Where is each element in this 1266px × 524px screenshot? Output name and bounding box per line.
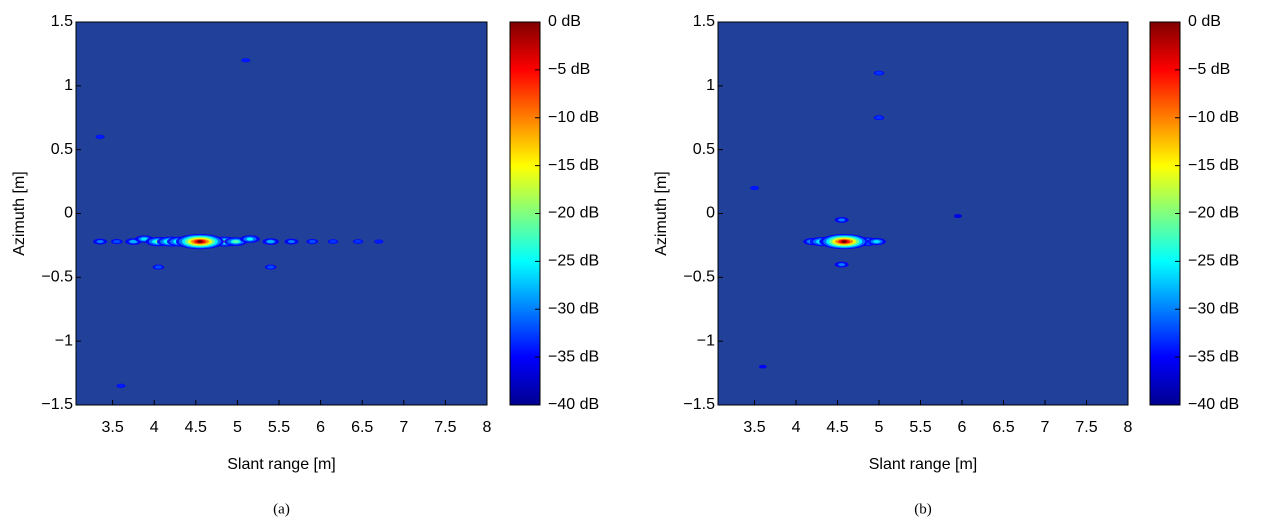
y-tick-label: 0	[706, 205, 715, 222]
x-tick-label: 5	[875, 419, 884, 436]
y-axis-label: Azimuth [m]	[11, 171, 28, 255]
x-axis-label: Slant range [m]	[869, 456, 978, 473]
spot	[329, 239, 337, 244]
colorbar-tick-label: −5 dB	[1188, 61, 1230, 78]
y-tick-label: 0.5	[693, 141, 715, 158]
colorbar-tick-label: −35 dB	[548, 348, 599, 365]
y-tick-label: 1	[64, 77, 73, 94]
x-tick-label: 5.5	[268, 419, 290, 436]
spot	[308, 240, 316, 244]
spot	[758, 364, 767, 369]
x-tick-label: 5	[233, 419, 242, 436]
spot	[267, 240, 275, 244]
x-tick-label: 4.5	[826, 419, 848, 436]
x-tick-label: 6.5	[351, 419, 373, 436]
y-axis-label: Azimuth [m]	[653, 171, 670, 255]
spot	[246, 237, 254, 241]
spot	[96, 135, 104, 139]
colorbar-tick-label: −10 dB	[1188, 109, 1239, 126]
x-tick-label: 7	[1041, 419, 1050, 436]
colorbar-tick-label: −30 dB	[548, 300, 599, 317]
caption: (a)	[273, 501, 290, 517]
y-tick-label: 0	[64, 205, 73, 222]
colorbar-tick-label: −40 dB	[548, 396, 599, 413]
spot	[375, 239, 383, 244]
colorbar-tick-label: 0 dB	[548, 13, 581, 30]
colorbar-tick-label: −40 dB	[1188, 396, 1239, 413]
spot	[873, 240, 880, 244]
spot	[875, 71, 883, 75]
spot	[838, 263, 846, 267]
y-tick-label: 1.5	[51, 13, 73, 30]
x-tick-label: 5.5	[909, 419, 931, 436]
x-tick-label: 7.5	[434, 419, 456, 436]
x-tick-label: 6	[958, 419, 967, 436]
x-tick-label: 3.5	[101, 419, 123, 436]
spot	[841, 240, 848, 244]
spot	[129, 240, 137, 244]
spot	[96, 240, 104, 244]
spot	[875, 116, 883, 120]
x-tick-label: 4	[150, 419, 159, 436]
colorbar-tick-label: −20 dB	[1188, 205, 1239, 222]
spot	[154, 265, 162, 269]
colorbar-tick-label: −35 dB	[1188, 348, 1239, 365]
colorbar-tick-label: −25 dB	[1188, 253, 1239, 270]
colorbar-tick-label: −15 dB	[1188, 157, 1239, 174]
x-tick-label: 4	[792, 419, 801, 436]
spot	[241, 58, 250, 63]
x-tick-label: 4.5	[185, 419, 207, 436]
spot	[267, 265, 275, 269]
y-tick-label: −0.5	[683, 269, 715, 286]
colorbar-tick-label: −10 dB	[548, 109, 599, 126]
spot	[232, 240, 239, 244]
plot-background	[718, 22, 1128, 405]
y-tick-label: 1	[706, 77, 715, 94]
spot	[113, 240, 121, 244]
spot	[354, 239, 362, 244]
x-axis-label: Slant range [m]	[227, 456, 336, 473]
y-tick-label: 1.5	[693, 13, 715, 30]
x-tick-label: 6	[316, 419, 325, 436]
spot	[117, 384, 125, 388]
x-tick-label: 7	[399, 419, 408, 436]
spot	[953, 214, 962, 219]
colorbar-tick-label: −20 dB	[548, 205, 599, 222]
caption: (b)	[914, 501, 932, 517]
colorbar-tick-label: −25 dB	[548, 253, 599, 270]
y-tick-label: −1	[697, 332, 715, 349]
spot	[140, 237, 148, 241]
x-tick-label: 3.5	[743, 419, 765, 436]
colorbar-tick-label: −5 dB	[548, 61, 590, 78]
x-tick-label: 8	[483, 419, 492, 436]
heatmap	[93, 58, 384, 388]
spot	[196, 240, 203, 244]
y-tick-label: −1.5	[683, 396, 715, 413]
heatmap	[749, 70, 962, 369]
x-tick-label: 7.5	[1075, 419, 1097, 436]
colorbar-tick-label: 0 dB	[1188, 13, 1221, 30]
y-tick-label: 0.5	[51, 141, 73, 158]
plot-background	[76, 22, 487, 405]
y-tick-label: −1.5	[41, 396, 73, 413]
spot	[838, 218, 846, 222]
spot	[287, 240, 295, 244]
colorbar-tick-label: −30 dB	[1188, 300, 1239, 317]
y-tick-label: −1	[55, 332, 73, 349]
colorbar-tick-label: −15 dB	[548, 157, 599, 174]
x-tick-label: 6.5	[992, 419, 1014, 436]
spot	[750, 186, 759, 190]
x-tick-label: 8	[1124, 419, 1133, 436]
y-tick-label: −0.5	[41, 269, 73, 286]
